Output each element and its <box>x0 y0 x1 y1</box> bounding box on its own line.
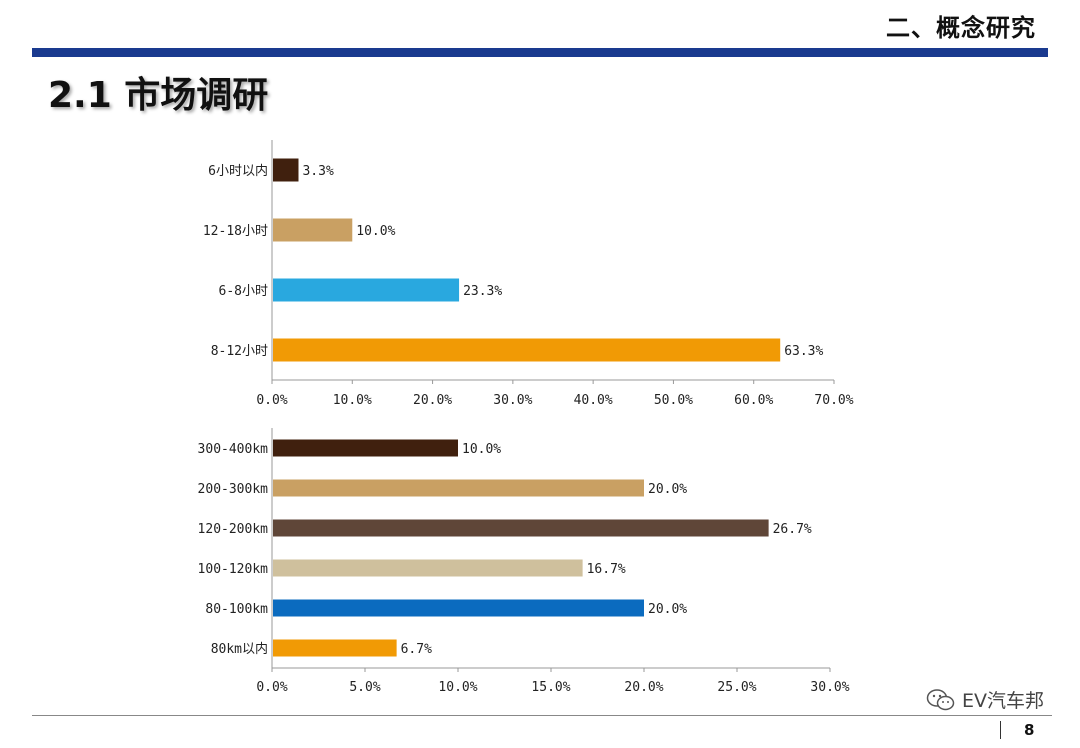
duration-tick-label: 50.0% <box>654 393 693 408</box>
duration-value-label: 63.3% <box>784 344 823 359</box>
duration-category-label: 12-18小时 <box>203 224 268 239</box>
range-tick-label: 10.0% <box>438 680 477 695</box>
watermark-text: EV汽车邦 <box>961 690 1044 712</box>
duration-category-label: 8-12小时 <box>211 344 268 359</box>
range-bar <box>273 479 644 497</box>
range-value-label: 20.0% <box>648 482 687 497</box>
range-tick-label: 25.0% <box>717 680 756 695</box>
duration-bar <box>273 158 299 182</box>
duration-bar <box>273 218 353 242</box>
range-value-label: 16.7% <box>587 562 626 577</box>
section-label: 二、概念研究 <box>886 14 1036 42</box>
range-tick-label: 5.0% <box>349 680 380 695</box>
header-rule <box>32 48 1048 57</box>
duration-bar <box>273 278 460 302</box>
range-category-label: 120-200km <box>198 522 269 537</box>
footer-rule <box>32 715 1052 716</box>
range-tick-label: 20.0% <box>624 680 663 695</box>
duration-tick-label: 30.0% <box>493 393 532 408</box>
range-value-label: 6.7% <box>401 642 432 657</box>
watermark: EV汽车邦 <box>926 686 1044 713</box>
range-tick-label: 0.0% <box>256 680 287 695</box>
range-value-label: 10.0% <box>462 442 501 457</box>
range-tick-label: 30.0% <box>810 680 849 695</box>
duration-tick-label: 20.0% <box>413 393 452 408</box>
range-bar <box>273 639 397 657</box>
range-bar <box>273 559 583 577</box>
duration-value-label: 3.3% <box>302 164 333 179</box>
range-category-label: 300-400km <box>198 442 269 457</box>
range-value-label: 26.7% <box>773 522 812 537</box>
duration-tick-label: 0.0% <box>256 393 287 408</box>
range-bar <box>273 519 769 537</box>
range-category-label: 100-120km <box>198 562 269 577</box>
page-title: 2.1 市场调研 <box>48 75 269 116</box>
wechat-icon <box>926 688 955 710</box>
range-category-label: 200-300km <box>198 482 269 497</box>
range-value-label: 20.0% <box>648 602 687 617</box>
page-number: 8 <box>1024 721 1035 739</box>
range-category-label: 80km以内 <box>211 641 268 657</box>
duration-bar <box>273 338 781 362</box>
range-category-label: 80-100km <box>205 602 268 617</box>
range-bar <box>273 439 458 457</box>
duration-tick-label: 40.0% <box>574 393 613 408</box>
duration-value-label: 23.3% <box>463 284 502 299</box>
duration-category-label: 6小时以内 <box>208 163 268 179</box>
duration-category-label: 6-8小时 <box>219 284 268 299</box>
duration-value-label: 10.0% <box>356 224 395 239</box>
duration-tick-label: 70.0% <box>814 393 853 408</box>
range-bar <box>273 599 644 617</box>
duration-tick-label: 10.0% <box>333 393 372 408</box>
range-tick-label: 15.0% <box>531 680 570 695</box>
duration-tick-label: 60.0% <box>734 393 773 408</box>
page-separator <box>1000 721 1001 739</box>
